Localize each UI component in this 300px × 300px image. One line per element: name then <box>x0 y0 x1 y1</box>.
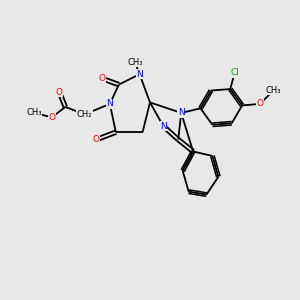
Text: N: N <box>106 99 113 108</box>
Text: CH₃: CH₃ <box>266 86 281 95</box>
Text: N: N <box>160 122 167 131</box>
Text: CH₃: CH₃ <box>26 108 42 117</box>
Text: O: O <box>48 113 56 122</box>
Text: N: N <box>178 108 184 117</box>
Text: O: O <box>256 99 263 108</box>
Text: O: O <box>93 135 100 144</box>
Text: CH₃: CH₃ <box>128 58 143 67</box>
Text: CH₂: CH₂ <box>77 110 92 119</box>
Text: Cl: Cl <box>230 68 239 77</box>
Text: O: O <box>99 74 106 83</box>
Text: O: O <box>56 88 63 97</box>
Text: N: N <box>136 70 143 79</box>
